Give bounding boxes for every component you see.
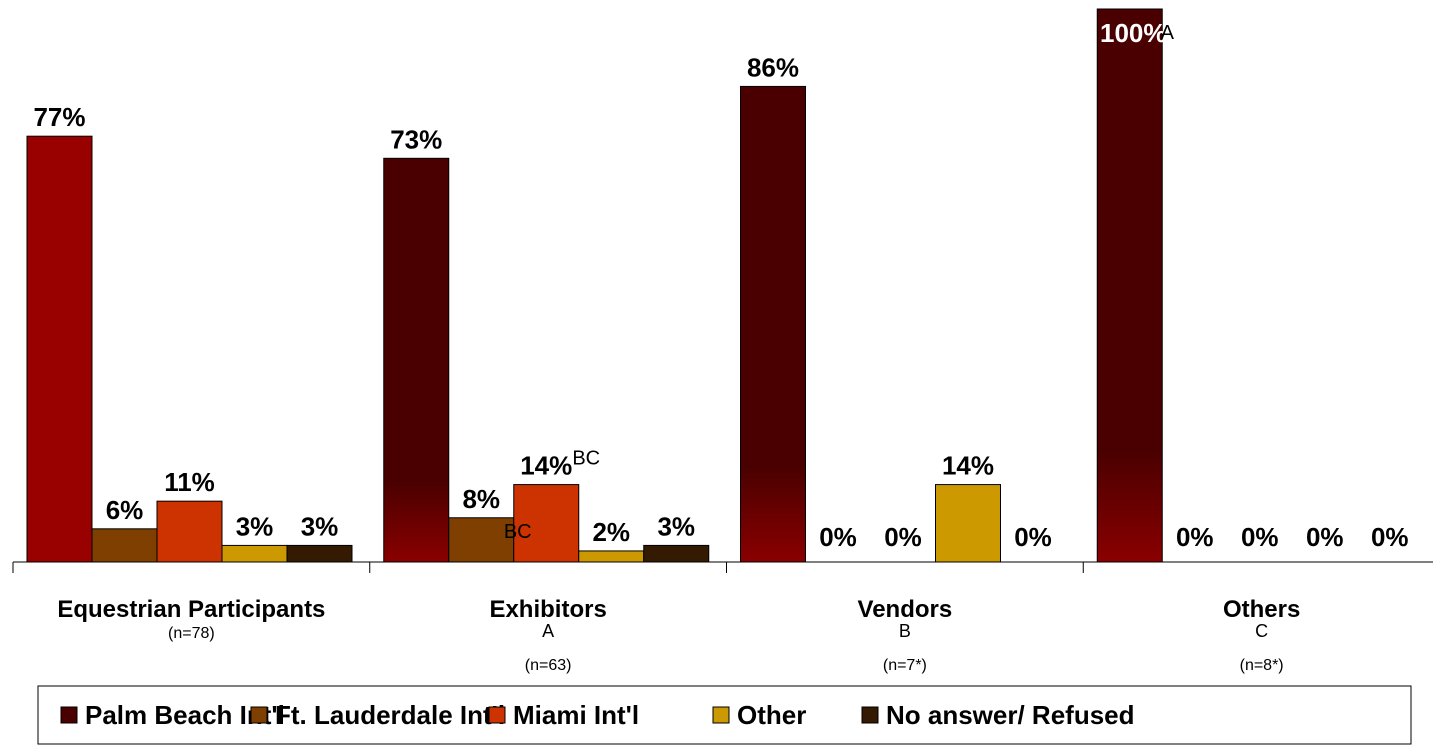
category-significance-letter: B bbox=[899, 621, 911, 641]
bar-0-2 bbox=[740, 85, 806, 563]
value-label: 3% bbox=[236, 511, 274, 541]
legend-swatch bbox=[250, 706, 268, 724]
legend: Palm Beach Int'lFt. Lauderdale Int'l Miam… bbox=[37, 685, 1412, 745]
category-sample-size: (n=7*) bbox=[883, 657, 927, 674]
category-label: Exhibitors bbox=[489, 596, 606, 623]
bar-3-2 bbox=[935, 484, 1001, 563]
category-label: Others bbox=[1223, 596, 1300, 623]
legend-label: No answer/ Refused bbox=[886, 700, 1135, 730]
category-label: Vendors bbox=[858, 596, 953, 623]
value-label: 77% bbox=[33, 102, 85, 132]
legend-label: Ft. Lauderdale Int'l bbox=[275, 700, 505, 730]
legend-label: Miami Int'l bbox=[513, 700, 639, 730]
significance-superscript: BC bbox=[572, 448, 600, 470]
bar-0-1 bbox=[383, 157, 450, 563]
value-label: 3% bbox=[301, 511, 339, 541]
bar-1-0 bbox=[91, 528, 158, 563]
value-label: 0% bbox=[819, 522, 857, 552]
bar-3-0 bbox=[221, 544, 288, 563]
category-labels-layer: Equestrian Participants (n=78) ExhibitorsA… bbox=[57, 596, 1300, 674]
bars-layer bbox=[26, 8, 1163, 563]
value-label: 0% bbox=[1306, 522, 1344, 552]
value-label: 14% bbox=[520, 451, 572, 481]
value-label: 0% bbox=[1371, 522, 1409, 552]
value-label: 100% bbox=[1100, 18, 1167, 48]
value-label: 73% bbox=[390, 124, 442, 154]
legend-swatch bbox=[488, 706, 506, 724]
significance-superscript: BC bbox=[504, 521, 532, 543]
category-significance-letter: A bbox=[542, 621, 554, 641]
bar-3-1 bbox=[578, 550, 645, 563]
bar-4-1 bbox=[643, 544, 710, 563]
bar-2-1 bbox=[513, 484, 580, 563]
legend-swatch bbox=[861, 706, 879, 724]
significance-superscript: A bbox=[1161, 22, 1175, 44]
bar-0-0 bbox=[26, 135, 93, 563]
value-label: 2% bbox=[592, 517, 630, 547]
category-significance-letter: C bbox=[1255, 621, 1268, 641]
value-label: 6% bbox=[106, 495, 144, 525]
value-label: 11% bbox=[164, 467, 215, 497]
category-sample-size: (n=78) bbox=[168, 625, 215, 642]
value-label: 14% bbox=[942, 451, 994, 481]
legend-swatch bbox=[712, 706, 730, 724]
value-label: 0% bbox=[1014, 522, 1052, 552]
value-label: 3% bbox=[657, 511, 695, 541]
legend-swatch bbox=[60, 706, 78, 724]
x-axis bbox=[12, 561, 1433, 573]
value-label: 8% bbox=[462, 484, 500, 514]
value-label: 0% bbox=[1241, 522, 1279, 552]
bar-4-0 bbox=[286, 544, 353, 563]
bar-1-1 bbox=[448, 517, 515, 563]
value-label: 0% bbox=[1176, 522, 1214, 552]
value-label: 0% bbox=[884, 522, 922, 552]
legend-label: Other bbox=[737, 700, 806, 730]
value-label: 86% bbox=[747, 52, 799, 82]
bar-0-3 bbox=[1096, 8, 1163, 563]
category-sample-size: (n=8*) bbox=[1240, 657, 1284, 674]
category-sample-size: (n=63) bbox=[525, 657, 572, 674]
category-label: Equestrian Participants bbox=[57, 596, 325, 623]
bar-2-0 bbox=[156, 500, 223, 563]
